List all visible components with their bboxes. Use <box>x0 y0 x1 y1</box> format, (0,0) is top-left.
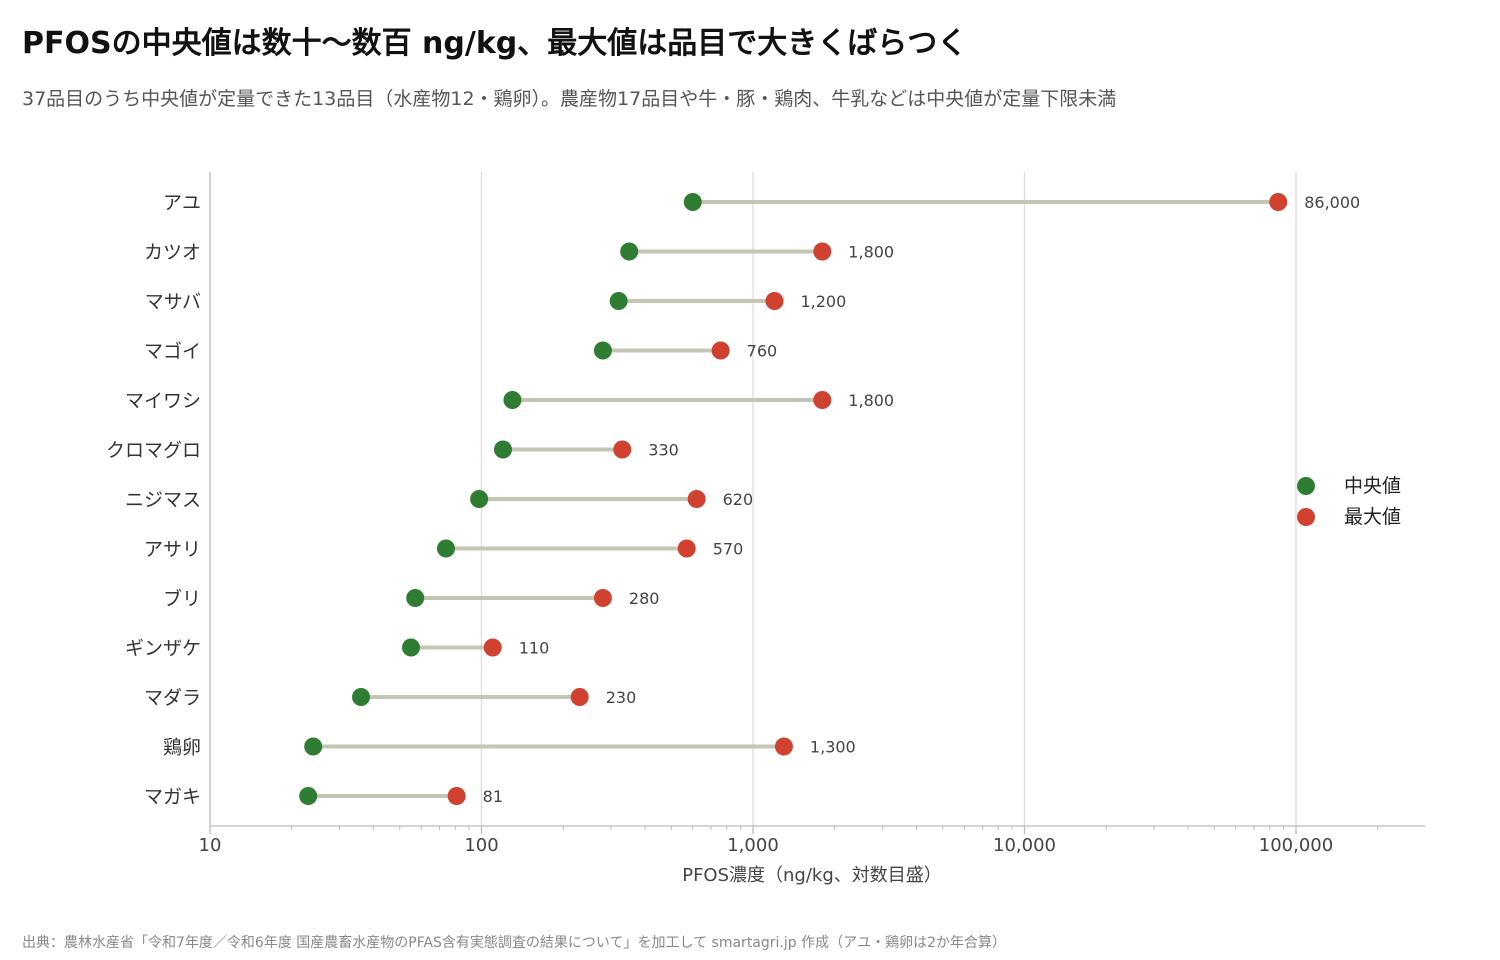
median-point <box>402 638 421 657</box>
y-tick-label: クロマグロ <box>106 440 201 462</box>
max-value-label: 1,800 <box>848 243 894 262</box>
max-value-label: 230 <box>606 688 637 707</box>
chart-marks: 86,000 1,800 1,200 760 1,800 330 620 570 280 110 2… <box>299 193 1360 806</box>
max-point <box>765 292 784 310</box>
legend-median-marker <box>1297 477 1315 495</box>
max-value-label: 81 <box>483 787 503 806</box>
max-point <box>813 242 832 261</box>
y-tick-label: アユ <box>163 192 201 214</box>
median-point <box>620 242 639 261</box>
x-axis: 10 100 1,000 10,000 100,000 アユカツオマサバマゴイマイワシクロ… <box>106 172 1425 856</box>
x-axis-title: PFOS濃度（ng/kg、対数目盛） <box>682 865 942 886</box>
x-tick-label: 10,000 <box>993 835 1056 856</box>
median-point <box>470 490 489 508</box>
legend-max-label: 最大値 <box>1344 506 1401 528</box>
median-point <box>609 292 628 310</box>
max-value-label: 280 <box>629 589 660 608</box>
max-point <box>447 787 466 805</box>
median-point <box>503 391 522 409</box>
median-point <box>406 589 425 607</box>
max-point <box>711 341 730 360</box>
y-tick-label: ニジマス <box>125 489 201 511</box>
median-point <box>493 440 512 459</box>
y-tick-label: ブリ <box>163 587 201 610</box>
max-value-label: 1,200 <box>800 292 846 311</box>
y-tick-label: マサバ <box>145 291 201 313</box>
max-value-label: 86,000 <box>1304 193 1360 212</box>
x-tick-label: 100,000 <box>1259 835 1333 856</box>
max-point <box>813 391 832 409</box>
max-point <box>774 737 793 756</box>
max-value-label: 1,300 <box>810 738 856 757</box>
median-point <box>299 787 318 805</box>
y-tick-label: マガキ <box>144 786 201 808</box>
y-tick-label: 鶏卵 <box>163 737 201 759</box>
median-point <box>352 688 371 706</box>
max-point <box>570 688 589 706</box>
max-value-label: 1,800 <box>848 391 894 410</box>
y-tick-label: マゴイ <box>144 341 201 363</box>
median-point <box>436 539 455 558</box>
max-point <box>593 589 612 607</box>
y-tick-label: アサリ <box>144 539 201 561</box>
median-point <box>683 193 702 211</box>
max-value-label: 110 <box>519 639 550 658</box>
max-point <box>677 539 696 558</box>
max-point <box>613 440 632 459</box>
median-point <box>304 737 323 756</box>
y-tick-label: ギンザケ <box>125 638 201 660</box>
legend: 中央値 最大値 <box>1297 475 1401 528</box>
max-value-label: 760 <box>747 342 778 361</box>
max-value-label: 570 <box>713 540 744 559</box>
median-point <box>593 341 612 360</box>
max-value-label: 620 <box>723 490 754 509</box>
chart-title: PFOSの中央値は数十〜数百 ng/kg、最大値は品目で大きくばらつく <box>22 26 968 61</box>
max-point <box>1269 193 1288 211</box>
max-value-label: 330 <box>648 441 679 460</box>
legend-max-marker <box>1297 508 1315 526</box>
y-tick-label: マダラ <box>144 687 201 709</box>
source-note: 出典：農林水産省「令和7年度／令和6年度 国産農畜水産物のPFAS含有実態調査の… <box>22 935 1006 951</box>
chart-subtitle: 37品目のうち中央値が定量できた13品目（水産物12・鶏卵）。農産物17品目や牛… <box>22 88 1117 110</box>
x-tick-label: 10 <box>199 835 222 856</box>
max-point <box>687 490 706 508</box>
legend-median-label: 中央値 <box>1344 475 1401 497</box>
max-point <box>483 638 502 657</box>
y-tick-label: カツオ <box>144 242 201 264</box>
x-tick-label: 100 <box>464 835 498 856</box>
y-tick-label: マイワシ <box>125 390 201 412</box>
x-tick-label: 1,000 <box>727 835 779 856</box>
